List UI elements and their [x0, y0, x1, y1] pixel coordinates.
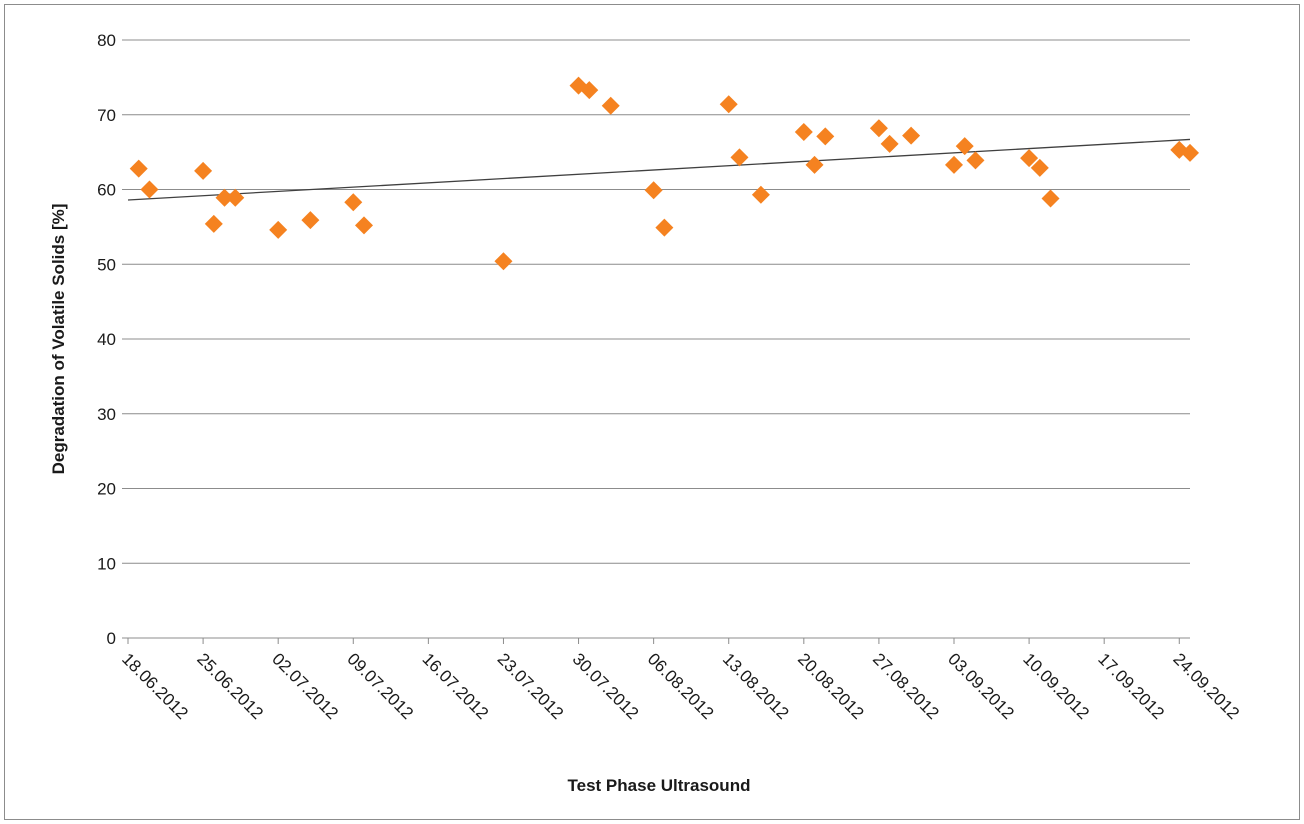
- y-axis-title: Degradation of Volatile Solids [%]: [49, 204, 68, 475]
- data-point: [805, 155, 824, 174]
- x-tick-label: 17.09.2012: [1094, 649, 1168, 723]
- data-point: [1030, 158, 1049, 177]
- data-point: [601, 96, 620, 115]
- data-point: [816, 127, 835, 146]
- x-tick-label: 30.07.2012: [569, 649, 643, 723]
- y-axis-ticks: 0 10 20 30 40 50 60 70 80: [97, 31, 116, 648]
- data-point: [955, 137, 974, 156]
- x-tick-label: 25.06.2012: [193, 649, 267, 723]
- y-tick-label: 70: [97, 106, 116, 125]
- y-tick-label: 50: [97, 255, 116, 274]
- data-point: [1181, 143, 1199, 162]
- data-point: [1020, 149, 1039, 168]
- x-tick-label: 13.08.2012: [719, 649, 793, 723]
- x-tick-label: 23.07.2012: [494, 649, 568, 723]
- data-point: [355, 216, 373, 235]
- y-tick-label: 60: [97, 181, 116, 200]
- data-point: [945, 155, 963, 174]
- x-tick-label: 27.08.2012: [869, 649, 943, 723]
- data-point: [301, 211, 320, 230]
- x-tick-label: 10.09.2012: [1019, 649, 1093, 723]
- data-point: [494, 252, 513, 271]
- data-point: [794, 122, 813, 141]
- data-points: [129, 76, 1199, 271]
- data-point: [966, 151, 985, 170]
- data-point: [344, 193, 363, 212]
- x-axis: [127, 637, 1190, 644]
- y-tick-label: 80: [97, 31, 116, 50]
- x-tick-label: 06.08.2012: [644, 649, 718, 723]
- data-point: [194, 161, 213, 180]
- data-point: [644, 181, 663, 200]
- trendline: [127, 138, 1191, 201]
- y-tick-label: 30: [97, 405, 116, 424]
- data-point: [215, 188, 234, 207]
- gridlines: [122, 39, 1190, 639]
- data-point: [719, 95, 738, 114]
- data-point: [226, 188, 245, 207]
- data-point: [140, 180, 159, 199]
- data-point: [880, 134, 899, 153]
- x-tick-label: 03.09.2012: [944, 649, 1018, 723]
- x-tick-label: 09.07.2012: [343, 649, 417, 723]
- y-tick-label: 0: [107, 629, 116, 648]
- y-tick-label: 20: [97, 480, 116, 499]
- x-axis-title: Test Phase Ultrasound: [568, 776, 751, 795]
- data-point: [269, 220, 288, 239]
- data-point: [204, 214, 223, 233]
- trendline-group: [127, 138, 1191, 201]
- y-tick-label: 10: [97, 554, 116, 573]
- data-point: [751, 185, 770, 204]
- chart-frame: [4, 4, 1300, 820]
- data-point: [580, 81, 599, 100]
- data-point: [869, 119, 888, 138]
- data-point: [655, 218, 674, 237]
- x-tick-label: 16.07.2012: [419, 649, 493, 723]
- x-tick-label: 24.09.2012: [1169, 649, 1243, 723]
- data-point: [902, 126, 921, 145]
- x-tick-label: 02.07.2012: [268, 649, 342, 723]
- x-axis-ticks: 18.06.2012 25.06.2012 02.07.2012 09.07.2012…: [118, 649, 1243, 723]
- data-point: [129, 159, 148, 178]
- data-point: [1041, 189, 1060, 208]
- data-point: [730, 148, 749, 167]
- x-tick-label: 20.08.2012: [794, 649, 868, 723]
- y-tick-label: 40: [97, 330, 116, 349]
- x-tick-label: 18.06.2012: [118, 649, 192, 723]
